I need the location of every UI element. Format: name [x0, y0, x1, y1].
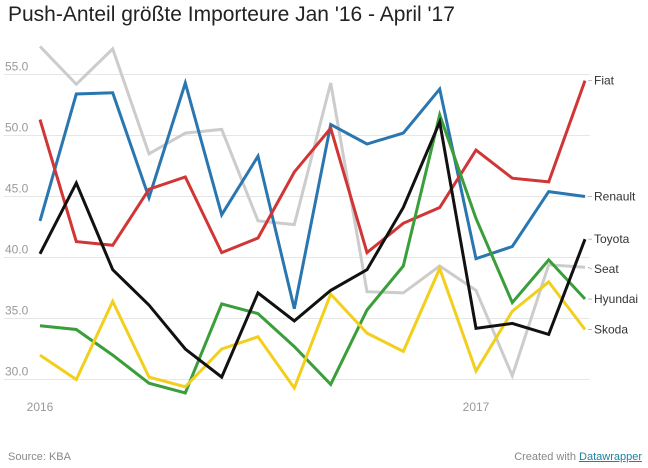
series-line-renault: [38, 77, 586, 310]
end-label-seat: Seat: [594, 262, 619, 276]
credit-prefix: Created with: [514, 451, 576, 463]
series-line-fiat: [38, 80, 587, 256]
y-tick-label: 30.0: [5, 365, 29, 379]
y-tick-label: 55.0: [5, 60, 29, 74]
end-label-fiat: Fiat: [594, 74, 615, 88]
x-axis-tick-labels: 2016 2017: [27, 400, 490, 414]
end-label-skoda: Skoda: [594, 322, 628, 336]
y-axis-tick-labels: 30.0 35.0 40.0 45.0 50.0 55.0: [5, 60, 29, 379]
datawrapper-link[interactable]: Datawrapper: [579, 451, 642, 463]
end-label-renault: Renault: [594, 190, 636, 204]
y-tick-label: 45.0: [5, 182, 29, 196]
y-tick-label: 35.0: [5, 304, 29, 318]
x-tick-label: 2017: [463, 400, 490, 414]
footer-credit: Created with Datawrapper: [514, 451, 642, 463]
end-label-toyota: Toyota: [594, 232, 630, 246]
y-tick-label: 40.0: [5, 243, 29, 257]
end-label-hyundai: Hyundai: [594, 292, 638, 306]
series-line-seat: [38, 45, 586, 381]
chart-title: Push-Anteil größte Importeure Jan '16 - …: [8, 3, 455, 26]
end-label-leader: [587, 266, 593, 270]
x-tick-label: 2016: [27, 400, 54, 414]
series-end-labels: Fiat Renault Toyota Seat Hyundai Skoda: [587, 74, 638, 336]
series-line-toyota: [38, 116, 587, 380]
footer-source: Source: KBA: [8, 451, 71, 463]
series-line-skoda: [39, 264, 587, 392]
gridlines: [4, 74, 590, 380]
series-lines: [38, 45, 587, 395]
series-line-hyundai: [39, 109, 587, 395]
y-tick-label: 50.0: [5, 121, 29, 135]
